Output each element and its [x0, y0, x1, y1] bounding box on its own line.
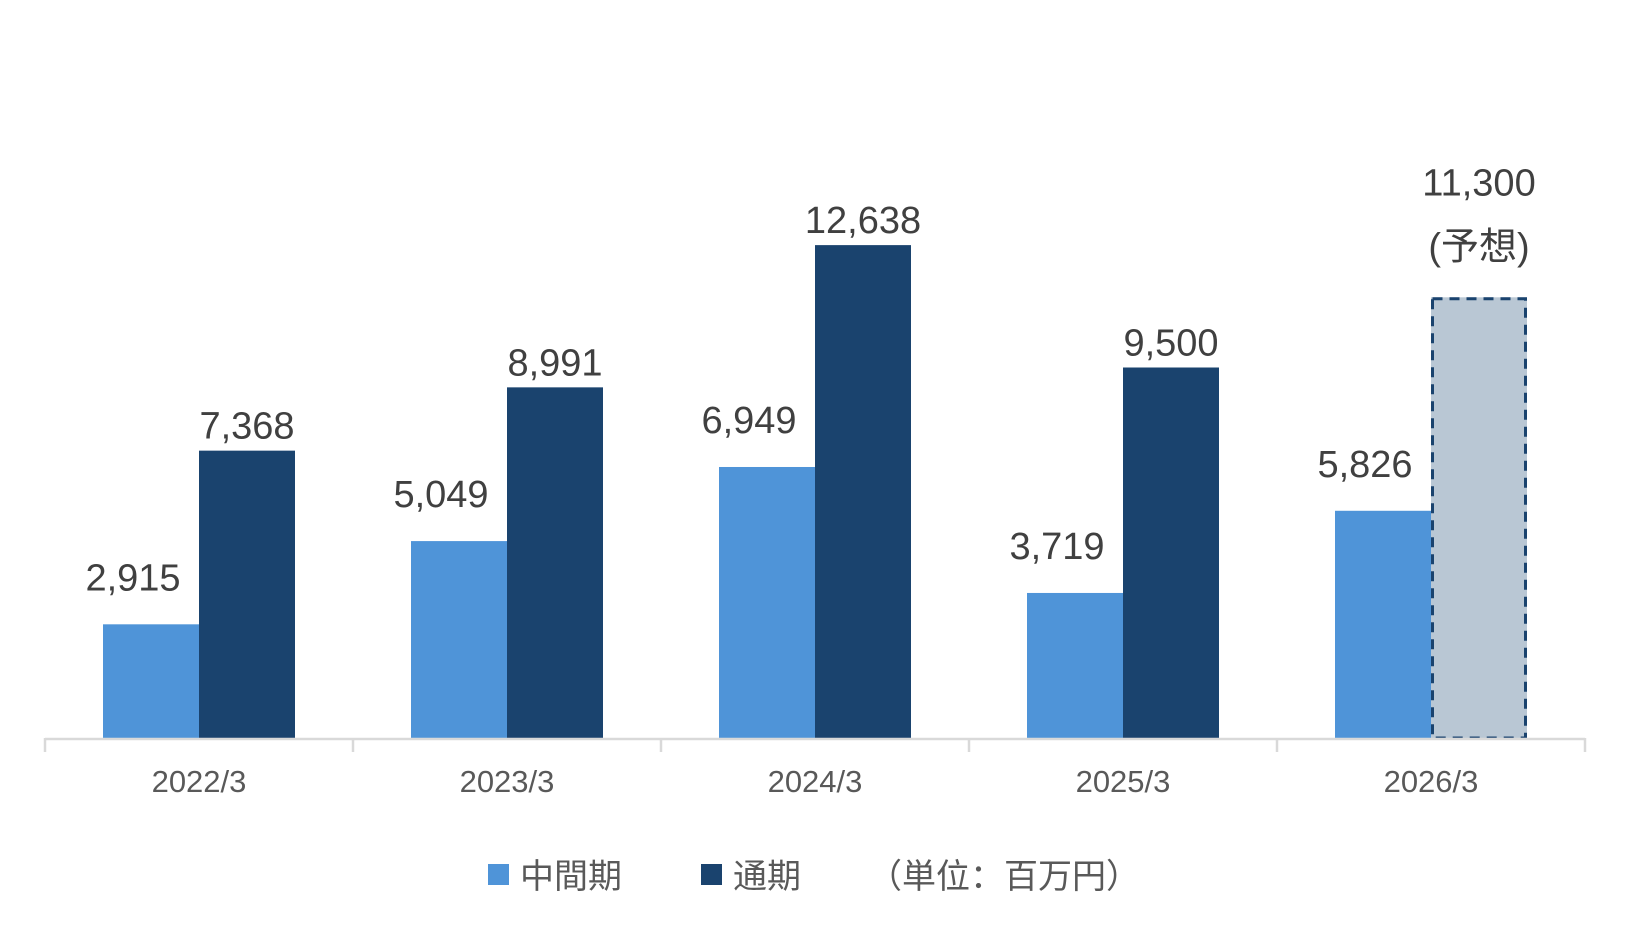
data-label: 8,991 [507, 342, 602, 384]
bar-interim [1027, 592, 1123, 738]
data-label: 5,826 [1317, 444, 1412, 486]
data-label: 3,719 [1009, 526, 1104, 568]
x-tick-label: 2025/3 [1076, 764, 1171, 799]
legend: 中間期 通期 （単位：百万円） [488, 858, 1140, 896]
data-label: 12,638 [805, 200, 921, 242]
legend-swatch-full-year [701, 864, 722, 885]
bar-forecast [1431, 297, 1527, 738]
data-label: 9,500 [1123, 323, 1218, 365]
legend-label-full-year: 通期 [733, 858, 801, 896]
forecast-note: (予想) [1428, 226, 1529, 268]
x-tick-label: 2022/3 [152, 764, 247, 799]
bar-interim [411, 541, 507, 738]
bar-full-year [815, 245, 911, 739]
data-label: 5,049 [393, 474, 488, 516]
bar-full-year [199, 450, 295, 738]
bar-interim [103, 624, 199, 738]
bar-interim [719, 466, 815, 738]
unit-note: （単位：百万円） [868, 858, 1140, 896]
bar-full-year [1123, 367, 1219, 738]
bar-full-year [507, 387, 603, 738]
x-tick-label: 2026/3 [1384, 764, 1479, 799]
bar-interim [1335, 510, 1431, 738]
data-label: 7,368 [199, 406, 294, 448]
legend-swatch-interim [488, 864, 509, 885]
data-label: 11,300 [1422, 162, 1535, 204]
data-label: 2,915 [85, 557, 180, 599]
data-label: 6,949 [701, 400, 796, 442]
legend-label-interim: 中間期 [520, 858, 622, 896]
x-tick-label: 2023/3 [460, 764, 555, 799]
x-tick-label: 2024/3 [768, 764, 863, 799]
